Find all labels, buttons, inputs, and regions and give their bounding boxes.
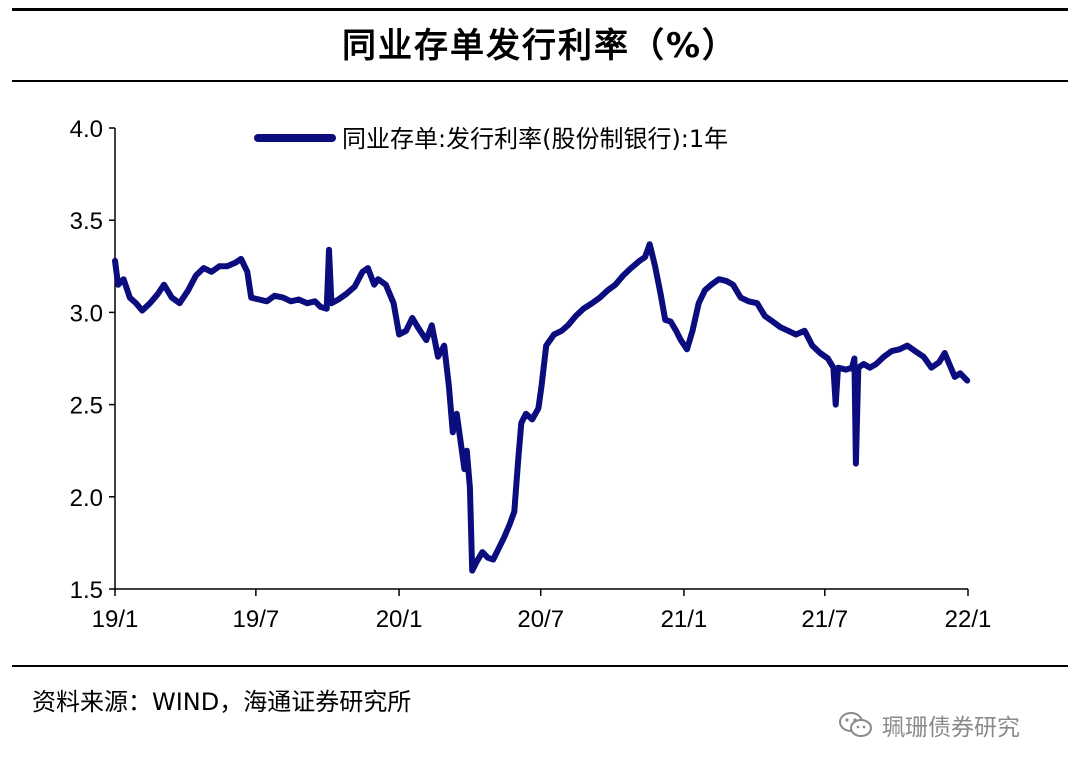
bottom-rule (12, 665, 1068, 667)
y-tick-label: 1.5 (70, 577, 103, 604)
y-tick-label: 2.0 (70, 485, 103, 512)
wechat-icon (839, 712, 872, 737)
chart-legend: 同业存单:发行利率(股份制银行):1年 (254, 125, 728, 153)
y-tick-label: 2.5 (70, 393, 103, 420)
x-tick-label: 20/1 (376, 606, 423, 633)
x-tick-label: 21/1 (661, 606, 708, 633)
y-tick-label: 3.0 (70, 300, 103, 327)
watermark: 珮珊债券研究 (838, 708, 1020, 742)
legend-label: 同业存单:发行利率(股份制银行):1年 (342, 125, 728, 153)
chart-title: 同业存单发行利率（%） (341, 26, 739, 66)
title-rule (12, 80, 1068, 82)
y-tick-label: 4.0 (70, 116, 103, 143)
x-tick-label: 19/1 (92, 606, 139, 633)
chart-axes (114, 128, 968, 590)
watermark-text: 珮珊债券研究 (882, 715, 1020, 741)
x-tick-label: 22/1 (945, 606, 992, 633)
x-tick-label: 19/7 (233, 606, 280, 633)
top-rule (12, 8, 1068, 11)
series-line (112, 241, 971, 574)
y-tick-label: 3.5 (70, 208, 103, 235)
chart-ticks: 1.5 2.0 2.5 3.0 3.5 4.0 19/1 19/7 20/1 20/7 21/1 21… (70, 116, 992, 633)
x-tick-label: 21/7 (801, 606, 848, 633)
x-tick-label: 20/7 (517, 606, 564, 633)
chart-series (112, 241, 971, 574)
source-note: 资料来源：WIND，海通证券研究所 (32, 688, 412, 716)
